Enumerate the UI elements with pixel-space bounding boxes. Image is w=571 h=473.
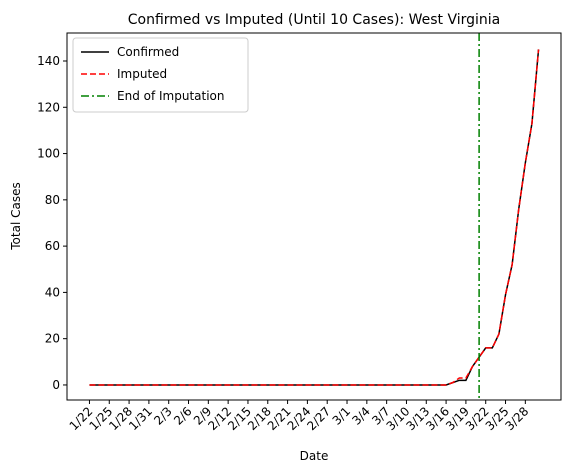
x-axis-label: Date [300, 449, 329, 463]
y-tick-label: 20 [45, 332, 60, 346]
y-tick-label: 100 [37, 147, 60, 161]
chart-title: Confirmed vs Imputed (Until 10 Cases): W… [128, 12, 501, 28]
x-tick-label: 3/4 [349, 404, 373, 428]
x-tick-label: 1/31 [126, 404, 155, 433]
y-tick-label: 40 [45, 285, 60, 299]
axes-frame [66, 32, 562, 401]
y-tick-label: 0 [52, 378, 60, 392]
y-axis-label: Total Cases [9, 182, 23, 250]
legend-label: End of Imputation [117, 89, 225, 103]
y-tick-label: 80 [45, 193, 60, 207]
y-tick-label: 140 [37, 54, 60, 68]
x-tick-label: 2/6 [171, 404, 195, 428]
x-tick-label: 2/3 [151, 404, 175, 428]
legend-box [72, 37, 249, 113]
x-tick-label: 3/1 [330, 404, 354, 428]
y-tick-label: 120 [37, 100, 60, 114]
x-tick-label: 2/27 [304, 404, 333, 433]
x-tick-label: 3/28 [503, 404, 532, 433]
legend-label: Confirmed [117, 45, 179, 59]
legend-label: Imputed [117, 67, 167, 81]
y-tick-label: 60 [45, 239, 60, 253]
line-series [89, 49, 540, 386]
